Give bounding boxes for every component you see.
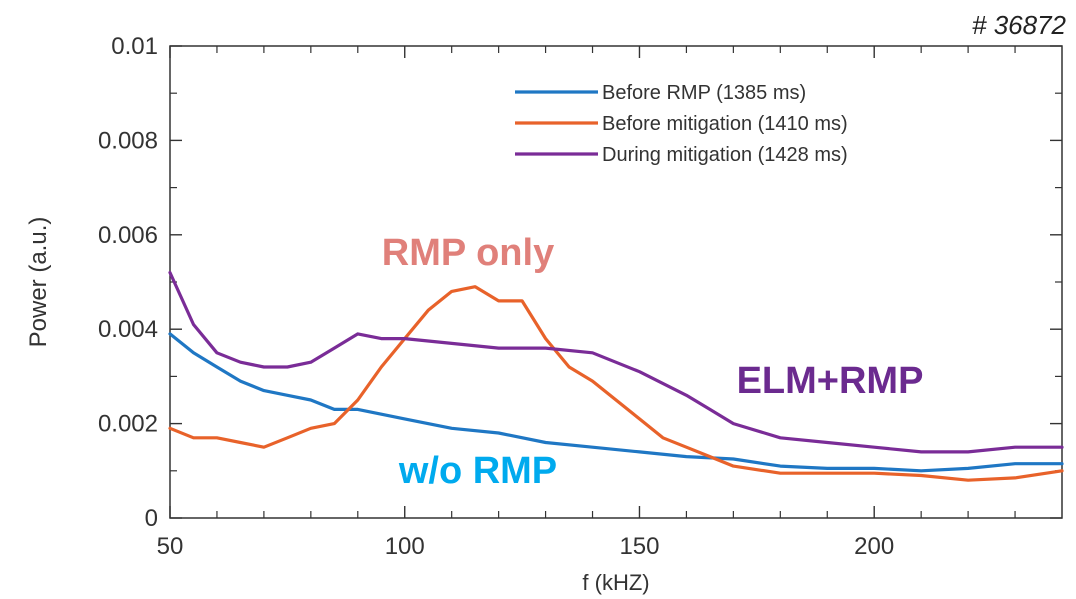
- annotation-label-2: ELM+RMP: [737, 360, 924, 402]
- y-tick-label: 0.002: [98, 411, 158, 438]
- x-tick-label: 100: [385, 533, 425, 560]
- legend-label-1: Before RMP (1385 ms): [602, 82, 806, 104]
- y-tick-label: 0: [145, 505, 158, 532]
- series-line-1: [168, 332, 1064, 473]
- x-axis-label: f (kHZ): [582, 570, 649, 595]
- y-tick-label: 0.008: [98, 127, 158, 154]
- y-tick-label: 0.004: [98, 316, 158, 343]
- y-tick-label: 0.01: [111, 33, 158, 60]
- shot-number-label: # 36872: [972, 10, 1067, 40]
- annotation-label-1: RMP only: [382, 232, 554, 274]
- annotation-label-3: w/o RMP: [398, 450, 557, 492]
- y-axis-label: Power (a.u.): [25, 217, 52, 348]
- x-tick-label: 50: [157, 533, 184, 560]
- legend-label-3: During mitigation (1428 ms): [602, 144, 848, 166]
- series-line-2: [168, 285, 1064, 482]
- legend-label-2: Before mitigation (1410 ms): [602, 113, 848, 135]
- y-tick-label: 0.006: [98, 222, 158, 249]
- series-line-3: [168, 271, 1064, 454]
- x-tick-label: 200: [854, 533, 894, 560]
- x-tick-label: 150: [619, 533, 659, 560]
